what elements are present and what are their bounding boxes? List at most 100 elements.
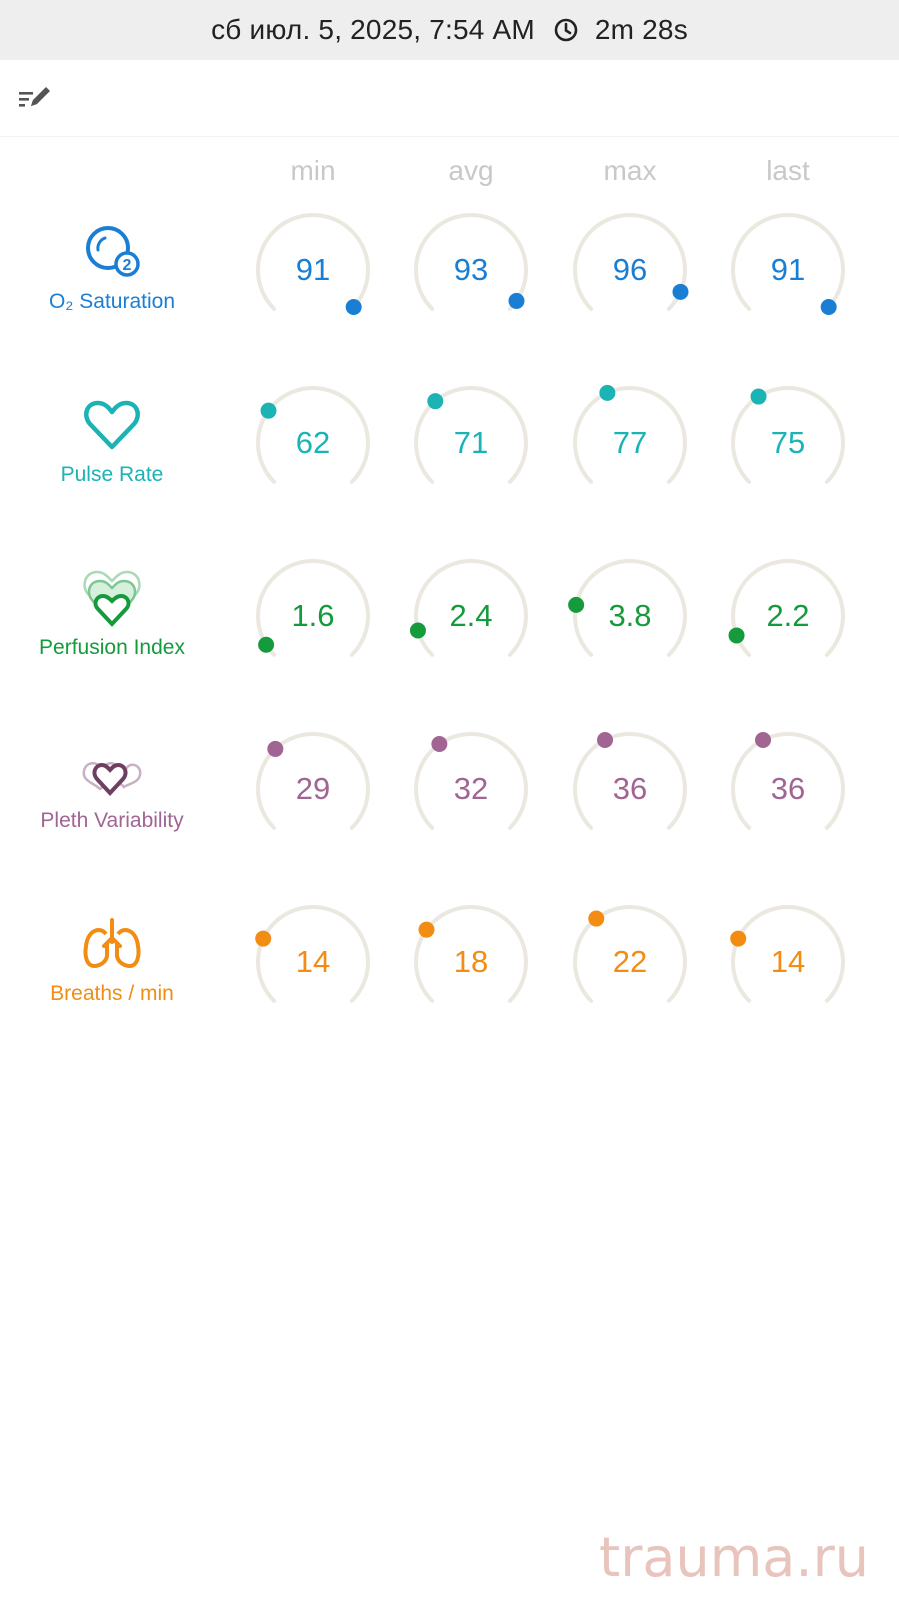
column-header-max: max <box>603 155 657 186</box>
gauge-value: 91 <box>295 252 331 287</box>
gauge-value: 93 <box>453 252 489 287</box>
column-header-avg: avg <box>448 155 494 186</box>
gauge-marker <box>750 388 767 405</box>
gauge-track <box>256 559 370 657</box>
gauge-track <box>731 905 845 1003</box>
gauge-track <box>414 559 528 657</box>
gauge-value: 32 <box>453 771 489 806</box>
gauge-value: 71 <box>453 425 489 460</box>
column-header-min: min <box>290 155 336 186</box>
gauge-avg: 32 <box>411 729 551 849</box>
gauge-marker <box>730 930 747 947</box>
gauge-value: 3.8 <box>608 598 652 633</box>
gauge-marker <box>508 292 525 309</box>
gauge-track <box>573 213 687 311</box>
gauge-max: 3.8 <box>568 556 710 676</box>
pleth-variability-icon <box>22 739 202 803</box>
gauge-value: 62 <box>295 425 331 460</box>
gauge-value: 77 <box>612 425 648 460</box>
gauge-track <box>731 559 845 657</box>
gauge-track <box>414 213 528 311</box>
gauge-track <box>256 213 370 311</box>
gauge-value: 22 <box>612 944 648 979</box>
clock-icon <box>553 17 579 43</box>
vital-param-breaths-per-min: Breaths / min <box>22 912 202 1006</box>
svg-text:2: 2 <box>123 257 132 274</box>
vital-row-o2-saturation[interactable]: 2 O₂ Saturation 91 93 96 91 <box>0 200 899 376</box>
gauge-track <box>731 213 845 311</box>
gauge-marker <box>588 910 605 927</box>
gauge-marker <box>728 627 745 644</box>
gauge-marker <box>597 731 614 748</box>
gauge-track <box>731 732 845 830</box>
gauge-last: 91 <box>728 210 868 330</box>
gauge-max: 77 <box>570 383 710 503</box>
gauge-value: 91 <box>770 252 806 287</box>
gauge-min: 91 <box>253 210 393 330</box>
gauge-value: 75 <box>770 425 806 460</box>
o2-saturation-icon: 2 <box>22 220 202 284</box>
vital-param-perfusion-index: Perfusion Index <box>22 566 202 660</box>
gauge-marker <box>427 393 444 410</box>
gauge-max: 96 <box>570 210 710 330</box>
gauge-marker <box>820 299 837 316</box>
gauge-track <box>573 905 687 1003</box>
gauge-avg: 18 <box>411 902 551 1022</box>
column-headers: min avg max last <box>0 155 899 195</box>
gauge-track <box>573 559 687 657</box>
vital-param-pulse-rate: Pulse Rate <box>22 393 202 487</box>
vital-param-pleth-variability: Pleth Variability <box>22 739 202 833</box>
vital-param-o2-saturation: 2 O₂ Saturation <box>22 220 202 314</box>
gauge-last: 36 <box>728 729 868 849</box>
vital-label: Pulse Rate <box>60 463 164 486</box>
gauge-marker <box>755 731 772 748</box>
edit-list-icon <box>19 87 50 107</box>
gauge-avg: 2.4 <box>409 556 551 676</box>
gauge-track <box>414 732 528 830</box>
gauge-avg: 93 <box>411 210 551 330</box>
gauge-value: 14 <box>770 944 806 979</box>
edit-list-button[interactable] <box>16 80 56 116</box>
gauge-value: 1.6 <box>291 598 335 633</box>
session-duration: 2m 28s <box>594 14 688 45</box>
gauge-marker <box>431 736 448 752</box>
heart-icon <box>22 393 202 457</box>
vital-label: Perfusion Index <box>39 636 185 659</box>
gauge-min: 1.6 <box>253 556 393 676</box>
toolbar <box>0 60 899 137</box>
gauge-value: 29 <box>295 771 331 806</box>
gauge-value: 14 <box>295 944 331 979</box>
gauge-track <box>573 386 687 484</box>
gauge-marker <box>409 622 426 639</box>
vital-row-pulse-rate[interactable]: Pulse Rate 62 71 77 75 <box>0 373 899 549</box>
gauge-max: 36 <box>570 729 710 849</box>
gauge-min: 62 <box>253 383 393 503</box>
vital-label: O₂ Saturation <box>48 290 176 313</box>
watermark: trauma.ru <box>599 1526 869 1589</box>
gauge-marker <box>418 921 435 938</box>
gauge-max: 22 <box>570 902 710 1022</box>
vital-row-pleth-variability[interactable]: Pleth Variability 29 32 36 36 <box>0 719 899 895</box>
gauge-track <box>256 905 370 1003</box>
gauge-track <box>414 905 528 1003</box>
column-header-last: last <box>766 155 810 186</box>
gauge-marker <box>345 299 362 316</box>
gauge-marker <box>260 402 277 419</box>
gauge-marker <box>267 740 284 757</box>
gauge-track <box>573 732 687 830</box>
vital-row-perfusion-index[interactable]: Perfusion Index 1.6 2.4 3.8 2.2 <box>0 546 899 722</box>
gauge-track <box>256 386 370 484</box>
gauge-track <box>256 732 370 830</box>
gauge-track <box>731 386 845 484</box>
gauge-value: 2.4 <box>449 598 493 633</box>
gauge-value: 36 <box>770 771 806 806</box>
gauge-marker <box>672 283 689 300</box>
vital-row-breaths-per-min[interactable]: Breaths / min 14 18 22 14 <box>0 892 899 1068</box>
gauge-avg: 71 <box>411 383 551 503</box>
gauge-last: 75 <box>728 383 868 503</box>
gauge-value: 18 <box>453 944 489 979</box>
gauge-value: 2.2 <box>766 598 810 633</box>
gauge-value: 96 <box>612 252 648 287</box>
gauge-last: 2.2 <box>728 556 868 676</box>
